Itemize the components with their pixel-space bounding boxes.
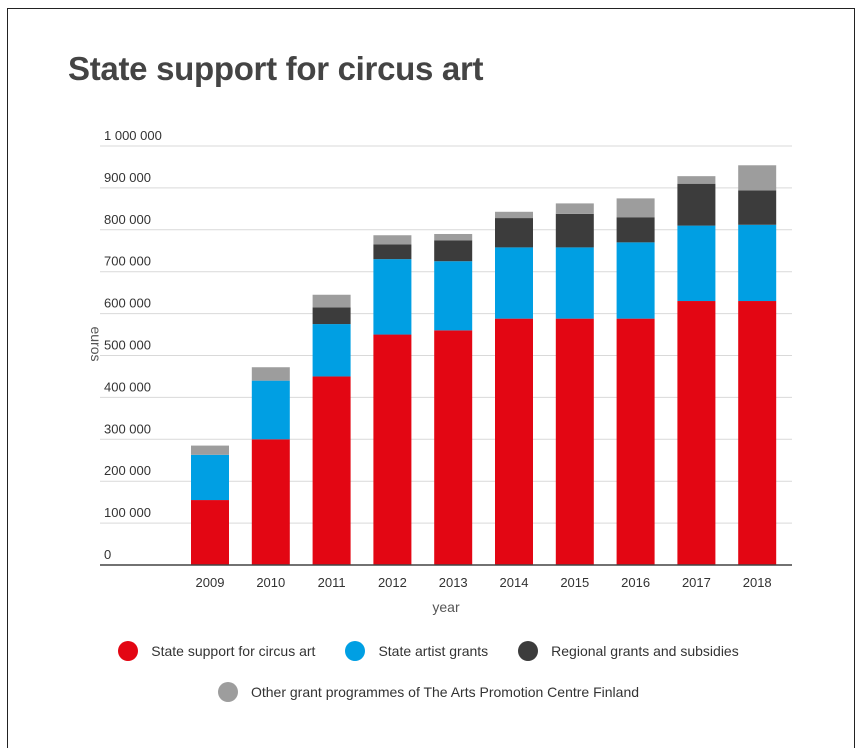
chart-title: State support for circus art — [68, 50, 484, 87]
x-tick-label: 2016 — [621, 575, 650, 590]
bar-segment — [373, 334, 412, 565]
bar-segment — [191, 454, 229, 501]
legend-swatch — [345, 641, 366, 661]
bar-segment — [738, 301, 777, 565]
y-tick-label: 400 000 — [104, 379, 151, 394]
y-tick-label: 100 000 — [104, 505, 151, 520]
bar-segment — [495, 247, 533, 319]
bar-segment — [555, 213, 594, 248]
legend-swatch — [518, 641, 539, 661]
y-tick-label: 800 000 — [104, 212, 151, 227]
bar-segment — [191, 500, 229, 565]
x-tick-label: 2015 — [560, 575, 589, 590]
y-tick-label: 1 000 000 — [104, 128, 162, 143]
bar-segment — [738, 190, 777, 225]
bar-segment — [555, 247, 594, 319]
x-axis-ticks: 2009 2010 2011 2012 2013 2014 2015 2016 2017 2018 — [196, 575, 772, 590]
chart-frame — [7, 8, 855, 748]
bar-segment — [738, 224, 777, 302]
bar-segment — [312, 307, 351, 325]
bar-segment — [434, 233, 473, 241]
x-tick-label: 2010 — [256, 575, 285, 590]
bar-segment — [251, 380, 290, 440]
bar-segment — [495, 211, 533, 219]
legend-item-regional-grants: Regional grants and subsidies — [518, 641, 739, 661]
bar-segment — [251, 439, 290, 565]
legend-label: Other grant programmes of The Arts Promo… — [250, 684, 640, 700]
y-axis-title: euros — [88, 326, 104, 361]
bar-segment — [373, 235, 412, 245]
bar-segment — [677, 176, 716, 184]
bar-segment — [495, 318, 533, 565]
bar-segment — [373, 259, 412, 335]
bar-segment — [191, 445, 229, 455]
y-tick-label: 0 — [104, 547, 111, 562]
y-tick-label: 200 000 — [104, 463, 151, 478]
bar-segment — [738, 165, 777, 191]
bar-chart: 0 100 000 200 000 300 000 400 000 500 000 600 … — [88, 128, 792, 615]
y-tick-label: 300 000 — [104, 421, 151, 436]
x-tick-label: 2009 — [196, 575, 225, 590]
x-tick-label: 2013 — [439, 575, 468, 590]
x-axis-title: year — [432, 599, 460, 615]
legend: State support for circus art State artis… — [0, 640, 857, 722]
bar-segment — [312, 294, 351, 308]
bar-segment — [312, 376, 351, 565]
y-tick-label: 700 000 — [104, 254, 151, 269]
bar-segment — [616, 318, 655, 565]
x-tick-label: 2017 — [682, 575, 711, 590]
bar-segment — [677, 301, 716, 565]
y-axis-ticks: 0 100 000 200 000 300 000 400 000 500 000 600 … — [104, 128, 162, 562]
x-tick-label: 2012 — [378, 575, 407, 590]
legend-item-artist-grants: State artist grants — [345, 641, 488, 661]
bar-segment — [434, 240, 473, 262]
bar-segment — [312, 324, 351, 377]
y-tick-label: 500 000 — [104, 338, 151, 353]
bar-segment — [677, 225, 716, 302]
bar-segment — [616, 217, 655, 243]
bar-segment — [555, 203, 594, 214]
bar-segment — [251, 367, 290, 381]
bars — [191, 165, 777, 565]
legend-label: State artist grants — [378, 643, 489, 659]
x-tick-label: 2014 — [500, 575, 529, 590]
bar-segment — [373, 244, 412, 260]
x-tick-label: 2018 — [743, 575, 772, 590]
bar-segment — [616, 242, 655, 319]
legend-label: State support for circus art — [151, 643, 316, 659]
legend-swatch — [118, 641, 139, 661]
bar-segment — [495, 218, 533, 248]
bar-segment — [434, 330, 473, 565]
bar-segment — [677, 183, 716, 226]
legend-label: Regional grants and subsidies — [551, 643, 739, 659]
legend-swatch — [217, 682, 238, 702]
bar-segment — [616, 198, 655, 218]
legend-row: Other grant programmes of The Arts Promo… — [0, 681, 857, 703]
y-tick-label: 600 000 — [104, 296, 151, 311]
bar-segment — [555, 318, 594, 565]
legend-item-circus-support: State support for circus art — [118, 641, 315, 661]
bar-segment — [434, 261, 473, 331]
legend-row: State support for circus art State artis… — [0, 640, 857, 662]
legend-item-other-programmes: Other grant programmes of The Arts Promo… — [217, 682, 640, 702]
y-tick-label: 900 000 — [104, 170, 151, 185]
x-tick-label: 2011 — [318, 575, 346, 590]
